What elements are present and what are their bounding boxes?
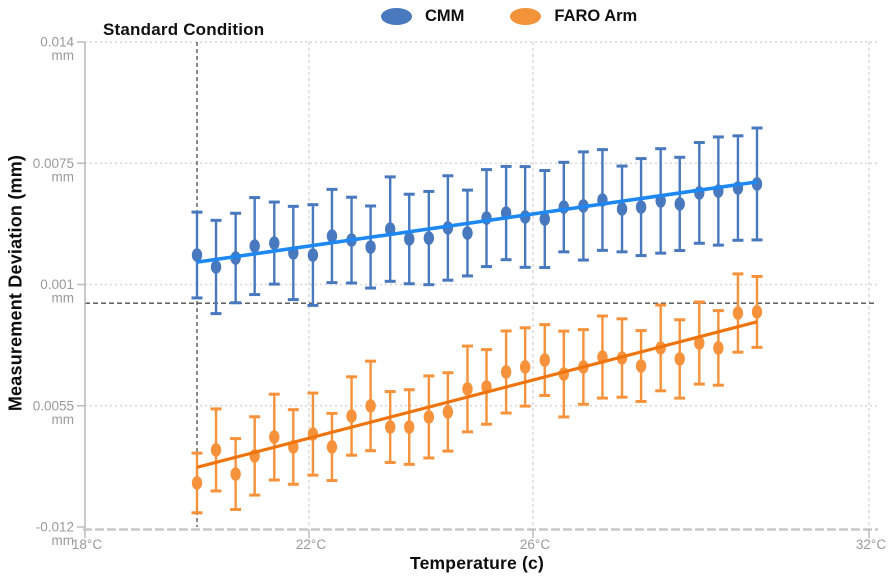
tick-labels: 0.014mm0.0075mm0.001mm0.0055mm-0.012mm18…: [33, 35, 887, 553]
data-point-cmm[interactable]: [674, 197, 685, 211]
data-point-faro[interactable]: [751, 305, 763, 319]
data-point-faro[interactable]: [230, 467, 241, 481]
x-tick-label: 32°C: [856, 537, 886, 552]
cmm-legend-label: CMM: [425, 7, 465, 25]
faro-arm-legend-label: FARO Arm: [554, 7, 638, 25]
y-tick-label: 0.001: [40, 277, 74, 292]
y-axis-title: Measurement Deviation (mm): [5, 154, 26, 412]
data-points-cmm: [191, 177, 763, 274]
y-tick-unit: mm: [52, 412, 75, 427]
data-point-faro[interactable]: [210, 443, 222, 457]
data-point-cmm[interactable]: [249, 239, 260, 253]
data-point-faro[interactable]: [191, 476, 203, 490]
x-tick-label: 18°C: [72, 537, 102, 552]
data-point-faro[interactable]: [674, 352, 685, 366]
data-point-cmm[interactable]: [191, 248, 203, 262]
data-point-faro[interactable]: [346, 409, 357, 423]
trend-line-faro: [196, 320, 758, 469]
data-points-faro: [191, 305, 763, 490]
data-point-cmm[interactable]: [462, 226, 473, 240]
data-point-faro[interactable]: [423, 410, 435, 424]
axes: [77, 41, 878, 538]
cmm-legend-marker-icon: [381, 8, 412, 25]
data-point-cmm[interactable]: [539, 212, 550, 226]
trend-line: [196, 180, 758, 264]
data-point-faro[interactable]: [404, 420, 415, 434]
data-point-faro[interactable]: [269, 430, 280, 444]
y-tick-unit: mm: [52, 169, 75, 184]
data-point-faro[interactable]: [694, 336, 705, 350]
data-point-faro[interactable]: [462, 382, 473, 396]
data-point-cmm[interactable]: [210, 260, 222, 274]
data-point-faro[interactable]: [635, 359, 647, 373]
data-point-faro[interactable]: [713, 341, 724, 355]
x-tick-label: 22°C: [296, 537, 326, 552]
data-point-cmm[interactable]: [635, 200, 647, 214]
data-point-faro[interactable]: [500, 365, 512, 379]
trend-line-cmm: [196, 180, 758, 264]
data-point-cmm[interactable]: [616, 202, 628, 216]
data-point-cmm[interactable]: [423, 231, 435, 245]
data-point-faro[interactable]: [732, 306, 744, 320]
data-point-cmm[interactable]: [404, 232, 415, 246]
legend: CMM FARO Arm: [381, 7, 637, 26]
y-tick-unit: mm: [52, 48, 75, 63]
data-point-faro[interactable]: [326, 440, 338, 454]
x-tick-label: 26°C: [520, 537, 550, 552]
y-tick-label: 0.0075: [33, 156, 74, 171]
data-point-faro[interactable]: [519, 360, 531, 374]
y-tick-unit: mm: [52, 291, 75, 306]
data-point-faro[interactable]: [539, 353, 550, 367]
y-tick-label: 0.0055: [33, 398, 74, 413]
data-point-cmm[interactable]: [365, 240, 376, 254]
faro-arm-legend-marker-icon: [510, 8, 542, 25]
data-point-cmm[interactable]: [326, 229, 338, 243]
data-point-faro[interactable]: [365, 399, 376, 413]
y-tick-unit: mm: [52, 533, 75, 548]
y-tick-label: 0.014: [40, 35, 74, 50]
data-point-faro[interactable]: [442, 405, 454, 419]
x-axis-title: Temperature (c): [410, 553, 544, 573]
legend-item-cmm[interactable]: CMM: [381, 7, 464, 26]
standard-condition-label: Standard Condition: [103, 20, 265, 39]
trend-line: [196, 320, 758, 469]
y-tick-label: -0.012: [36, 520, 74, 535]
data-point-faro[interactable]: [385, 420, 396, 434]
data-point-cmm[interactable]: [269, 236, 280, 250]
data-point-cmm[interactable]: [307, 248, 319, 262]
legend-item-faro-arm[interactable]: FARO Arm: [510, 7, 637, 26]
